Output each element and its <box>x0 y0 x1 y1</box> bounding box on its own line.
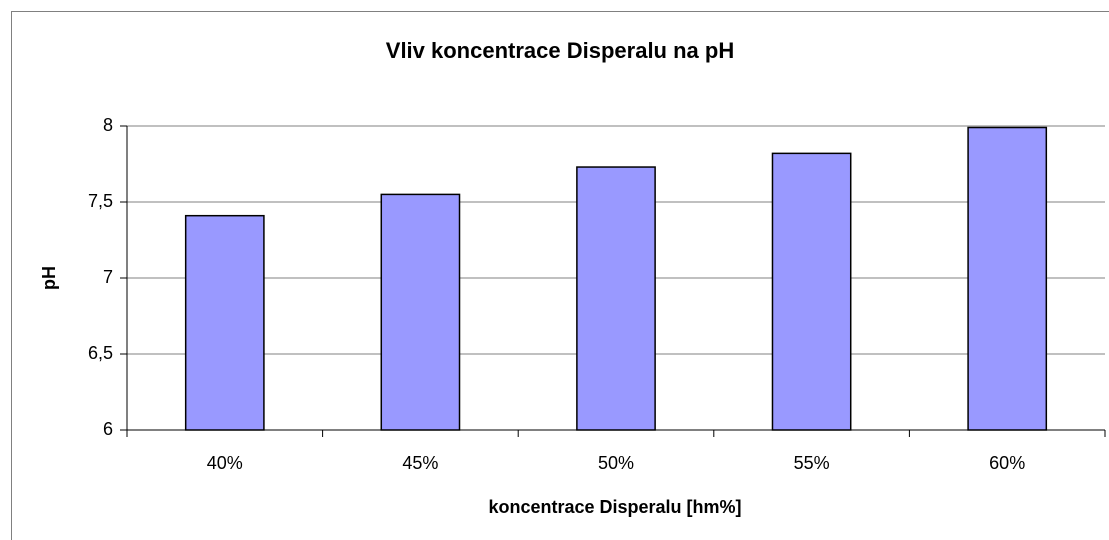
chart-title: Vliv koncentrace Disperalu na pH <box>386 38 734 63</box>
bar <box>380 193 461 431</box>
x-axis-title: koncentrace Disperalu [hm%] <box>488 497 741 517</box>
x-tick-label: 40% <box>207 453 243 473</box>
y-axis-title: pH <box>39 266 59 290</box>
x-tick-label: 55% <box>794 453 830 473</box>
y-tick-label: 6 <box>103 419 113 439</box>
y-tick-label: 6,5 <box>88 343 113 363</box>
x-tick-label: 45% <box>402 453 438 473</box>
x-tick-label: 50% <box>598 453 634 473</box>
chart-frame <box>11 11 1109 540</box>
bar <box>576 166 656 431</box>
bar <box>771 152 852 431</box>
y-tick-label: 7,5 <box>88 191 113 211</box>
bar <box>967 126 1048 431</box>
y-tick-label: 7 <box>103 267 113 287</box>
x-tick-label: 60% <box>989 453 1025 473</box>
y-tick-label: 8 <box>103 115 113 135</box>
bar <box>184 214 265 431</box>
